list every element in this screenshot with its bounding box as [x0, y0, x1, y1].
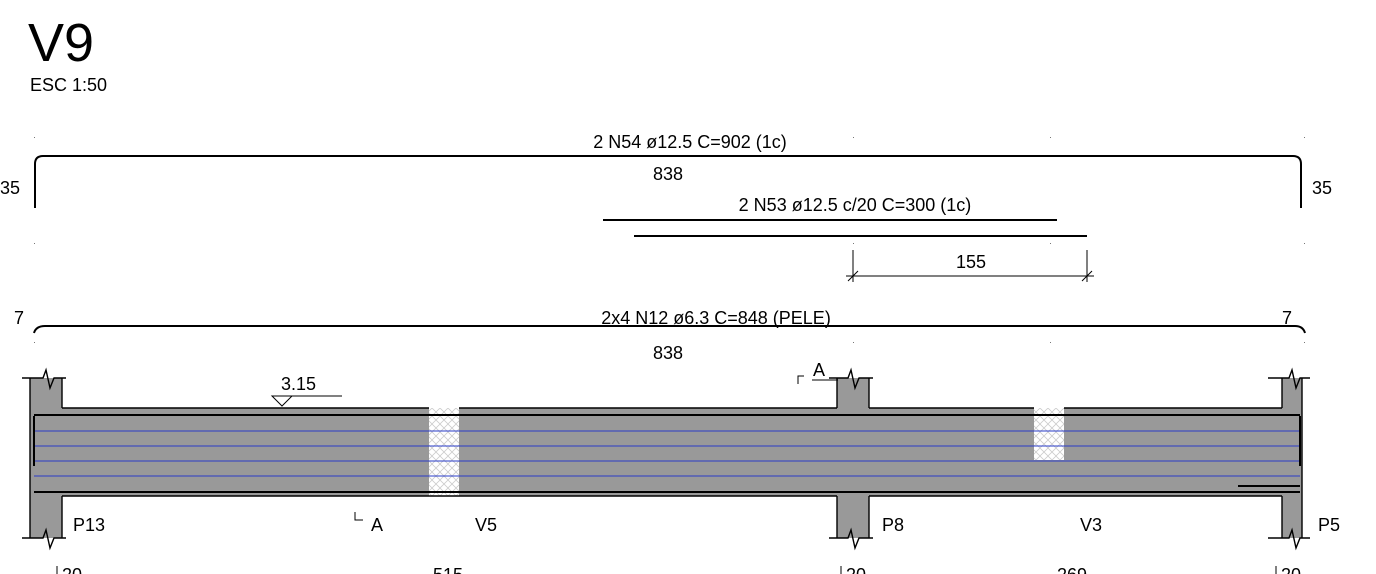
support-label-p8: P8	[882, 515, 904, 535]
section-cut-top-label: A	[813, 360, 825, 380]
level-marker: 3.15	[270, 374, 342, 407]
drawing-scale: ESC 1:50	[30, 75, 108, 95]
rebar-n54-right-hook: 35	[1312, 178, 1332, 198]
bottom-dim-20-left: 20	[62, 565, 82, 574]
bottom-dim-span-515: 515	[433, 565, 463, 574]
skin-reinforcement-lines	[34, 430, 1300, 477]
bottom-dim-span-269: 269	[1057, 565, 1087, 574]
dimension-n53-extension: 155	[846, 250, 1094, 282]
drawing-title: V9	[28, 13, 95, 73]
crossing-label-v5: V5	[475, 515, 497, 535]
bottom-dim-20-right: 20	[1281, 565, 1301, 574]
support-label-p13: P13	[73, 515, 105, 535]
bottom-dim-20-mid: 20	[846, 565, 866, 574]
grid-dots	[34, 137, 1305, 437]
rebar-n12: 2x4 N12 ø6.3 C=848 (PELE) 838 7 7	[14, 308, 1306, 363]
rebar-n53-label: 2 N53 ø12.5 c/20 C=300 (1c)	[739, 195, 972, 215]
main-reinforcement-lines	[33, 414, 1301, 493]
rebar-n12-length: 838	[653, 343, 683, 363]
rebar-n12-right-hook: 7	[1282, 308, 1292, 328]
dimension-155-label: 155	[956, 252, 986, 272]
rebar-n54: 2 N54 ø12.5 C=902 (1c) 838 35 35	[0, 132, 1332, 208]
rebar-n12-left-hook: 7	[14, 308, 24, 328]
level-marker-label: 3.15	[281, 374, 316, 394]
beam-body	[30, 408, 1302, 496]
bottom-dimensions: 20 515 20 269 20	[56, 565, 1301, 574]
crossing-label-v3: V3	[1080, 515, 1102, 535]
rebar-n54-left-hook: 35	[0, 178, 20, 198]
section-cut-bottom-label: A	[371, 515, 383, 535]
rebar-n54-length: 838	[653, 164, 683, 184]
rebar-n12-label: 2x4 N12 ø6.3 C=848 (PELE)	[601, 308, 831, 328]
beam-elevation	[22, 367, 1310, 551]
section-cut-top: A	[797, 360, 838, 384]
rebar-n53: 2 N53 ø12.5 c/20 C=300 (1c)	[603, 195, 1087, 237]
rebar-n54-label: 2 N54 ø12.5 C=902 (1c)	[593, 132, 787, 152]
section-cut-bottom: A	[354, 512, 383, 535]
support-label-p5: P5	[1318, 515, 1340, 535]
